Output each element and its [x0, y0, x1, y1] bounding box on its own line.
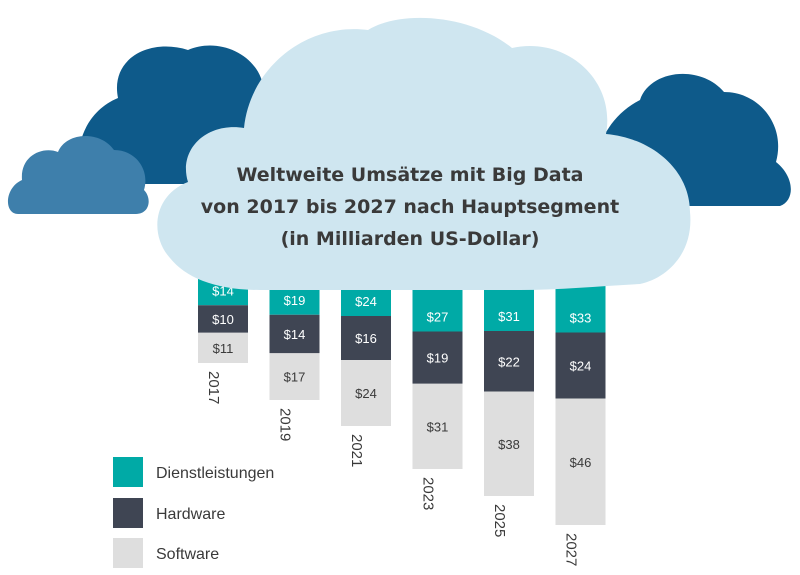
data-label-hardware-2023: $19 [427, 351, 449, 366]
x-tick-2017: 2017 [205, 371, 222, 404]
bar-software-2017 [198, 332, 248, 363]
bar-group-2023: $27 $19 $31 [412, 257, 463, 469]
data-label-hardware-2021: $16 [355, 331, 377, 346]
main-cloud [157, 17, 691, 291]
data-label-software-2025: $38 [498, 437, 520, 452]
bar-hardware-2021 [341, 316, 391, 360]
bar-hardware-2025 [484, 331, 534, 392]
bar-hardware-2027 [555, 332, 606, 399]
chart-title-line-2: von 2017 bis 2027 nach Hauptsegment [201, 196, 619, 218]
bar-software-2023 [412, 383, 463, 469]
legend: Dienstleistungen Hardware Software [113, 457, 274, 568]
data-label-hardware-2025: $22 [498, 354, 520, 369]
x-tick-2021: 2021 [348, 434, 365, 467]
bar-software-2027 [555, 398, 606, 525]
data-label-software-2021: $24 [355, 386, 377, 401]
x-tick-2025: 2025 [491, 504, 508, 537]
data-label-software-2023: $31 [427, 419, 449, 434]
data-label-dienstleistungen-2019: $19 [284, 293, 306, 308]
data-label-dienstleistungen-2027: $33 [570, 311, 592, 326]
data-label-software-2027: $46 [570, 455, 592, 470]
x-tick-2027: 2027 [563, 533, 580, 566]
bar-software-2019 [269, 353, 320, 400]
cloud-small-mid [7, 135, 149, 214]
data-label-hardware-2019: $14 [284, 327, 306, 342]
data-label-software-2019: $17 [284, 370, 306, 385]
data-label-dienstleistungen-2025: $31 [498, 309, 520, 324]
legend-label-dienstleistungen: Dienstleistungen [156, 465, 274, 482]
data-label-hardware-2017: $10 [212, 312, 234, 327]
bar-hardware-2019 [269, 314, 320, 354]
background-clouds [7, 45, 791, 214]
x-tick-2023: 2023 [420, 477, 437, 510]
data-label-hardware-2027: $24 [570, 359, 592, 374]
legend-swatch-hardware [113, 498, 143, 528]
bar-hardware-2023 [412, 331, 463, 384]
data-label-dienstleistungen-2021: $24 [355, 294, 377, 309]
data-label-software-2017: $11 [213, 341, 234, 356]
x-tick-2019: 2019 [277, 408, 294, 441]
legend-label-software: Software [156, 546, 219, 563]
data-label-dienstleistungen-2023: $27 [427, 310, 449, 325]
legend-swatch-dienstleistungen [113, 457, 143, 487]
legend-label-hardware: Hardware [156, 506, 225, 523]
legend-swatch-software [113, 538, 143, 568]
bar-software-2021 [341, 360, 391, 426]
x-axis-labels: 2017 2019 2021 2023 2025 2027 [205, 371, 580, 566]
chart-title-line-3: (in Milliarden US-Dollar) [281, 228, 540, 250]
chart-title-line-1: Weltweite Umsätze mit Big Data [236, 164, 583, 186]
bar-software-2025 [484, 391, 534, 496]
chart-title: Weltweite Umsätze mit Big Data von 2017 … [201, 164, 619, 250]
bar-hardware-2017 [198, 305, 248, 333]
